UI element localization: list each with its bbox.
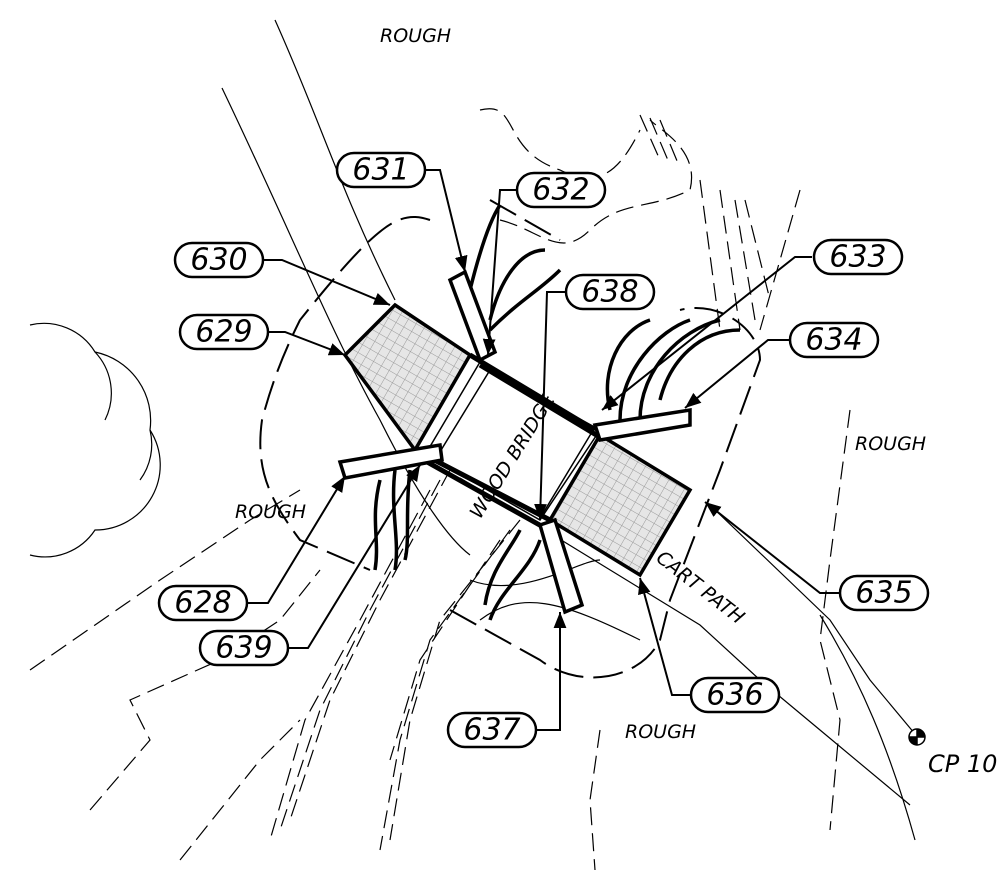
callout-number: 631 <box>352 153 409 188</box>
leader <box>685 340 790 408</box>
leader <box>288 465 420 648</box>
leader <box>640 578 690 695</box>
callout-number: 628 <box>174 586 231 621</box>
callout-number: 629 <box>195 315 252 350</box>
callout-number: 636 <box>706 678 763 713</box>
leader <box>268 332 345 355</box>
area-label: ROUGH <box>625 721 696 743</box>
labels: ROUGH ROUGH ROUGH ROUGH WOOD BRIDGE CART… <box>235 25 997 778</box>
area-label: ROUGH <box>235 501 306 523</box>
leader <box>423 170 465 272</box>
area-label: ROUGH <box>380 25 451 47</box>
callout-number: 633 <box>829 240 886 275</box>
control-point-label: CP 10 <box>928 750 997 778</box>
drawing: ROUGH ROUGH ROUGH ROUGH WOOD BRIDGE CART… <box>0 0 1002 885</box>
leader <box>245 476 345 603</box>
area-label: ROUGH <box>855 433 926 455</box>
callout-number: 634 <box>805 323 862 358</box>
callout-number: 639 <box>215 631 272 666</box>
leader <box>536 612 560 730</box>
callout-number: 632 <box>532 173 589 208</box>
leader <box>262 260 390 305</box>
leader <box>705 502 840 593</box>
callout-number: 638 <box>581 275 638 310</box>
callout-number: 635 <box>855 576 912 611</box>
callout-number: 630 <box>190 243 247 278</box>
leader <box>488 190 518 355</box>
callout-number: 637 <box>463 713 520 748</box>
